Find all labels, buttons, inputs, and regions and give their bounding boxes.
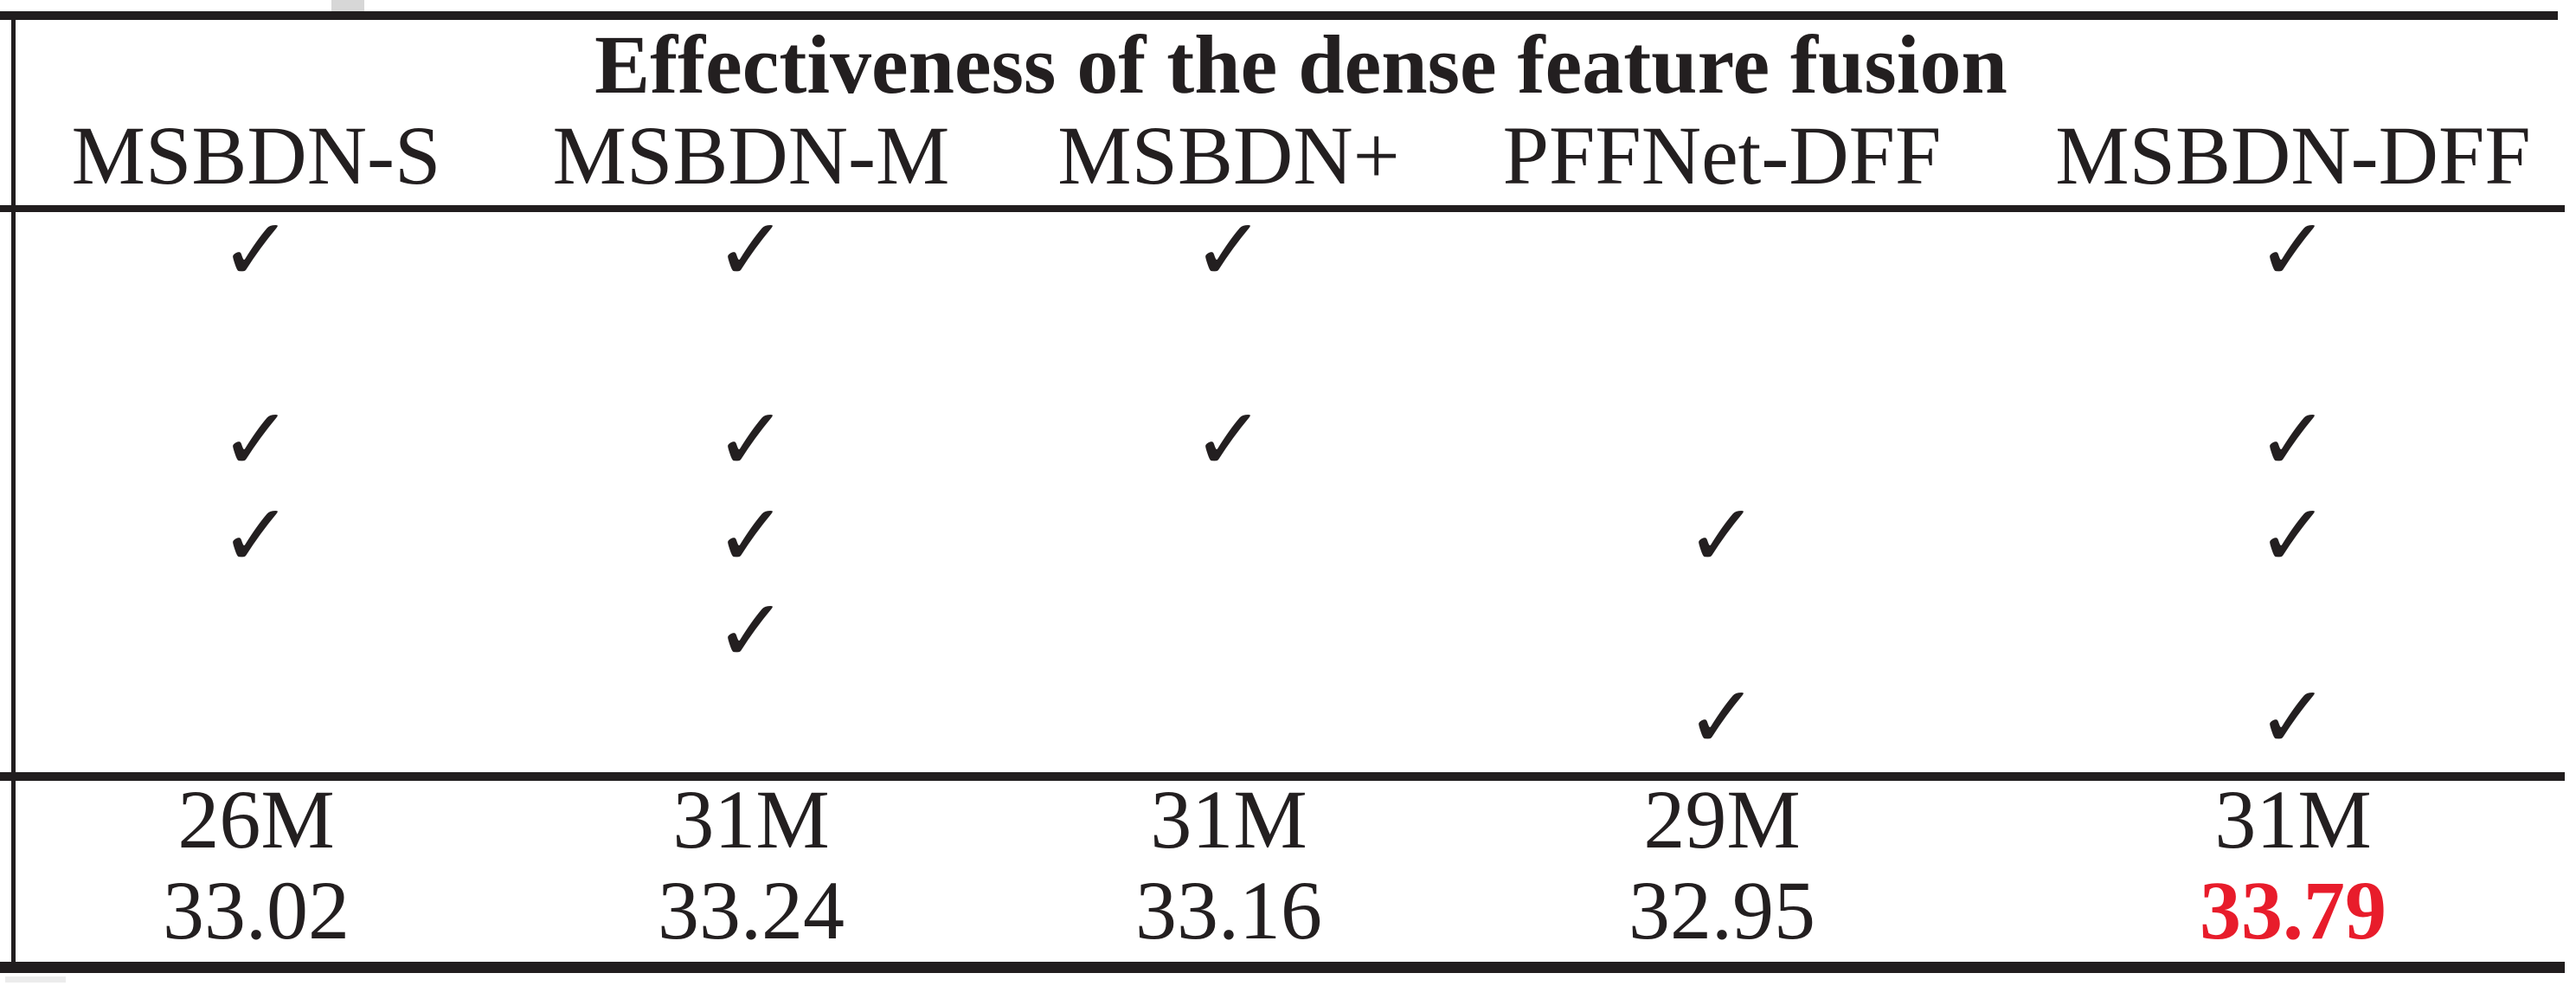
check-cell <box>952 588 1506 674</box>
check-cell <box>1445 588 1999 674</box>
check-cell <box>952 493 1506 579</box>
column-header-msbdn-plus: MSBDN+ <box>1057 109 1400 202</box>
check-cell <box>952 674 1506 761</box>
table-mid-rule <box>0 772 2565 781</box>
check-row: ✓ ✓ ✓ ✓ <box>0 207 2576 293</box>
check-cell: ✓ <box>1192 199 1265 300</box>
check-cell: ✓ <box>2257 667 2329 768</box>
check-cell: ✓ <box>1686 485 1758 586</box>
table-bottom-rule <box>0 962 2565 973</box>
check-cell: ✓ <box>2257 199 2329 300</box>
check-cell: ✓ <box>715 389 787 490</box>
table-left-border <box>11 20 16 962</box>
check-row-empty <box>0 300 2576 387</box>
check-cell <box>1445 300 1999 387</box>
table-top-rule <box>0 11 2558 20</box>
check-row: ✓ ✓ ✓ ✓ <box>0 493 2576 579</box>
check-cell: ✓ <box>220 199 292 300</box>
params-cell: 29M <box>1643 773 1801 866</box>
table-title: Effectiveness of the dense feature fusio… <box>594 18 2007 111</box>
check-cell <box>952 300 1506 387</box>
check-cell <box>0 674 533 761</box>
check-cell <box>0 588 533 674</box>
check-cell <box>0 300 533 387</box>
params-cell: 31M <box>1150 773 1307 866</box>
crop-artifact-top <box>331 0 364 11</box>
psnr-cell: 32.95 <box>1628 864 1815 957</box>
column-header-row: MSBDN-S MSBDN-M MSBDN+ PFFNet-DFF MSBDN-… <box>0 113 2576 199</box>
check-cell <box>1445 207 1999 293</box>
column-header-pffnet-dff: PFFNet-DFF <box>1502 109 1942 202</box>
check-cell <box>2016 300 2570 387</box>
params-cell: 31M <box>672 773 830 866</box>
check-cell: ✓ <box>220 485 292 586</box>
check-cell: ✓ <box>1192 389 1265 490</box>
column-header-msbdn-m: MSBDN-M <box>552 109 950 202</box>
check-cell: ✓ <box>715 485 787 586</box>
table-header-rule <box>0 205 2565 212</box>
check-cell: ✓ <box>2257 389 2329 490</box>
check-cell <box>2016 588 2570 674</box>
check-row: ✓ ✓ <box>0 674 2576 761</box>
params-cell: 26M <box>177 773 335 866</box>
psnr-cell-best: 33.79 <box>2200 864 2386 957</box>
check-cell: ✓ <box>220 389 292 490</box>
check-cell: ✓ <box>1686 667 1758 768</box>
params-cell: 31M <box>2214 773 2372 866</box>
check-cell: ✓ <box>715 580 787 681</box>
check-row: ✓ <box>0 588 2576 674</box>
check-cell <box>474 674 1028 761</box>
check-cell: ✓ <box>715 199 787 300</box>
check-cell <box>1445 396 1999 483</box>
check-cell: ✓ <box>2257 485 2329 586</box>
psnr-row: 33.02 33.24 33.16 32.95 33.79 <box>0 867 2576 954</box>
column-header-msbdn-dff: MSBDN-DFF <box>2055 109 2531 202</box>
crop-artifact-bottom <box>5 976 66 983</box>
psnr-cell: 33.24 <box>658 864 845 957</box>
psnr-cell: 33.02 <box>163 864 350 957</box>
psnr-cell: 33.16 <box>1135 864 1322 957</box>
check-cell <box>474 300 1028 387</box>
check-row: ✓ ✓ ✓ ✓ <box>0 396 2576 483</box>
column-header-msbdn-s: MSBDN-S <box>71 109 441 202</box>
params-row: 26M 31M 31M 29M 31M <box>0 777 2576 863</box>
